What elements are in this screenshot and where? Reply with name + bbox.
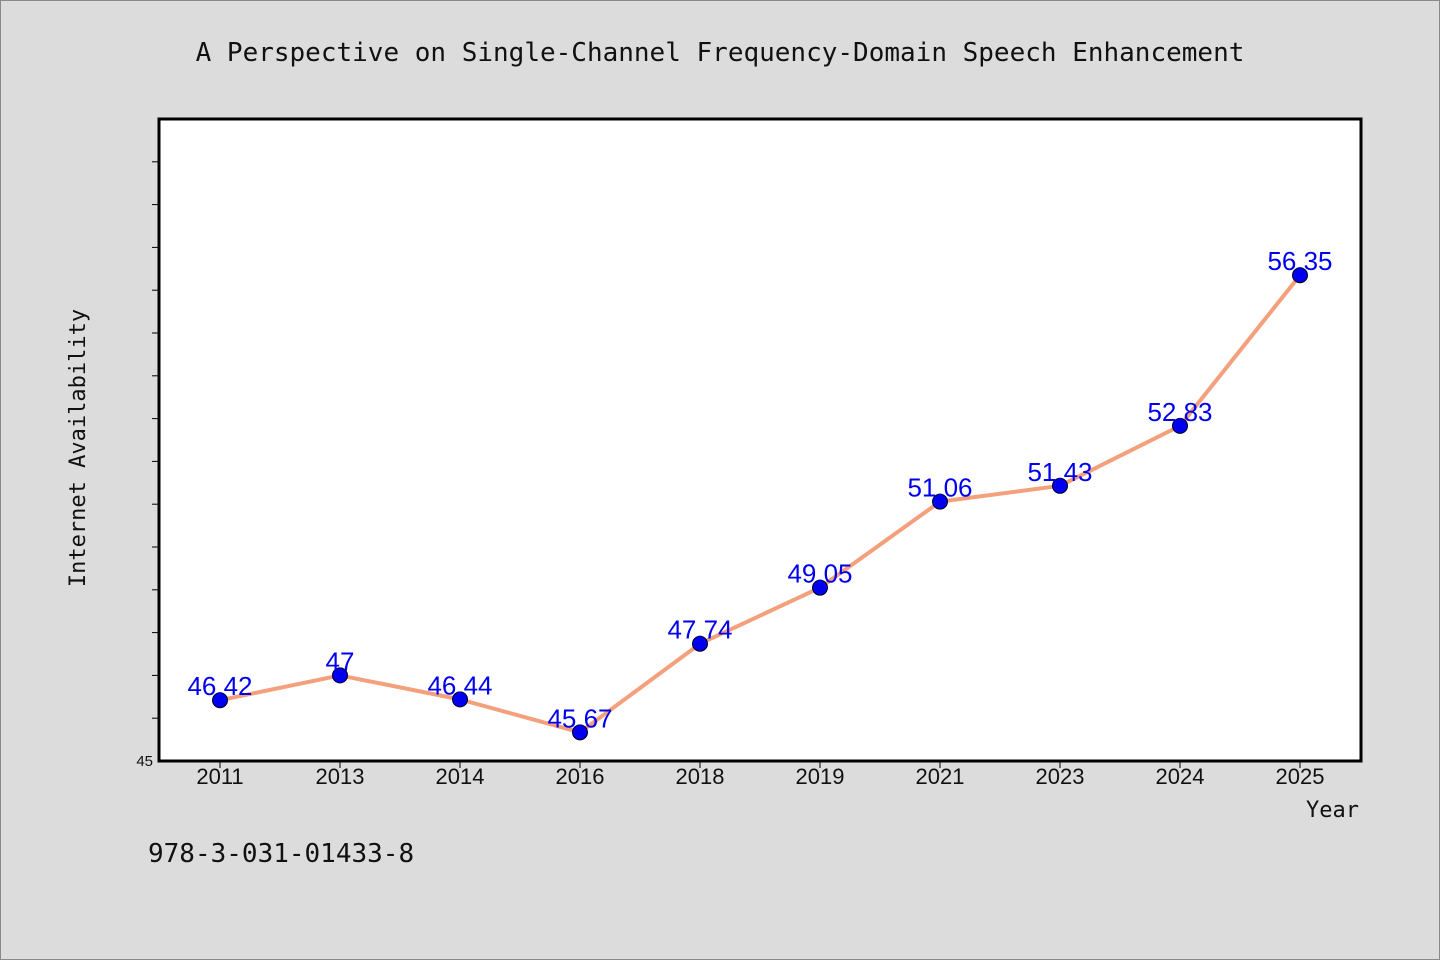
y-tick-label: 45 [136, 753, 153, 770]
x-tick-label: 2013 [316, 764, 365, 789]
data-point [812, 579, 828, 596]
data-label: 52.83 [1147, 397, 1212, 427]
x-axis-ticks: 2011 2013 2014 2016 2018 2019 2021 2023 2024 2025 [196, 761, 1324, 789]
data-label: 47.74 [667, 615, 732, 645]
plot-area [157, 117, 1363, 763]
x-tick-label: 2018 [676, 764, 725, 789]
data-point [1172, 417, 1188, 434]
y-axis-title: Internet Availability [66, 309, 91, 587]
data-point [452, 691, 468, 708]
data-label: 46.42 [187, 671, 252, 701]
data-label: 49.05 [787, 559, 852, 589]
series-line [219, 273, 1302, 735]
x-tick-label: 2024 [1156, 764, 1205, 789]
data-label: 51.06 [907, 473, 972, 503]
data-point [1052, 477, 1068, 494]
data-point [572, 724, 588, 741]
data-label: 45.67 [547, 703, 612, 733]
y-axis-ticks: 45 [136, 161, 159, 770]
x-tick-label: 2011 [196, 764, 243, 789]
x-tick-label: 2014 [436, 764, 485, 789]
data-point [212, 692, 228, 709]
x-tick-label: 2025 [1276, 764, 1325, 789]
isbn-footnote: 978-3-031-01433-8 [148, 839, 414, 869]
data-label: 46.44 [427, 670, 492, 700]
data-point [1292, 267, 1308, 284]
series-group: 46.42 47 46.44 45.67 47.74 49.05 51.06 51.43 52.… [187, 246, 1333, 741]
x-tick-label: 2019 [796, 764, 845, 789]
x-axis-title: Year [1306, 798, 1359, 823]
data-label: 47 [326, 646, 355, 676]
chart-title: A Perspective on Single-Channel Frequenc… [196, 38, 1245, 68]
x-tick-label: 2023 [1036, 764, 1085, 789]
data-label: 56.35 [1267, 246, 1332, 276]
data-point [692, 635, 708, 652]
x-tick-label: 2016 [556, 764, 605, 789]
data-point [932, 493, 948, 510]
data-point [332, 667, 348, 684]
x-tick-label: 2021 [916, 764, 965, 789]
data-label: 51.43 [1027, 457, 1092, 487]
